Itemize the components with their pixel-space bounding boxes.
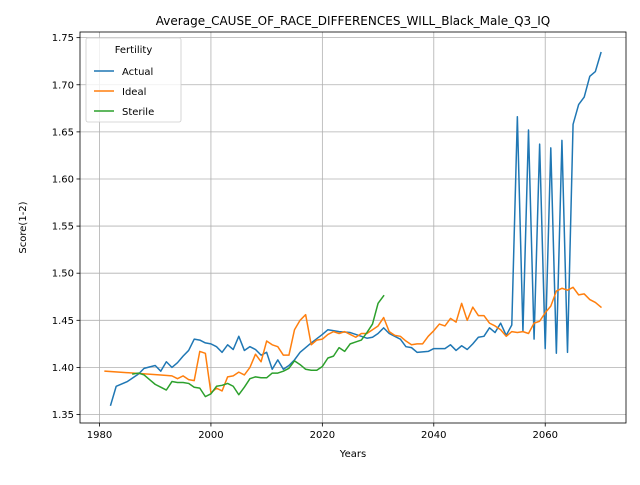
series-line-actual <box>109 51 602 407</box>
legend-label-ideal: Ideal <box>122 87 146 98</box>
y-tick-label: 1.40 <box>52 363 74 374</box>
series-line-sterile <box>132 294 385 398</box>
legend-items: Actual Ideal Sterile <box>94 67 154 118</box>
legend: Fertility Actual Ideal Sterile <box>85 37 182 123</box>
legend-label-actual: Actual <box>122 67 153 78</box>
x-tick-label: 2000 <box>198 430 223 441</box>
x-tick-label: 1980 <box>87 430 112 441</box>
y-tick-label: 1.70 <box>52 80 74 91</box>
y-tick-label: 1.35 <box>52 410 74 421</box>
x-axis-label: Years <box>339 449 366 460</box>
y-tick-label: 1.50 <box>52 269 74 280</box>
legend-box <box>85 37 182 123</box>
x-tick-label: 2060 <box>532 430 557 441</box>
x-tick-label: 2020 <box>310 430 335 441</box>
legend-title: Fertility <box>115 45 153 56</box>
legend-label-sterile: Sterile <box>122 107 154 118</box>
x-tick-label: 2040 <box>421 430 446 441</box>
y-tick-label: 1.65 <box>52 127 74 138</box>
grid <box>80 32 626 423</box>
plot-frame <box>79 31 627 424</box>
axis-ticks: 1980 2000 2020 2040 2060 1.35 1.40 1.45 1.50 1.55… <box>52 33 558 441</box>
y-tick-label: 1.60 <box>52 174 74 185</box>
y-tick-label: 1.75 <box>52 33 74 44</box>
chart-title: Average_CAUSE_OF_RACE_DIFFERENCES_WILL_B… <box>156 14 550 28</box>
series-line-ideal <box>104 286 602 394</box>
y-tick-label: 1.55 <box>52 222 74 233</box>
y-tick-label: 1.45 <box>52 316 74 327</box>
y-axis-label: Score(1-2) <box>18 201 29 253</box>
series-lines <box>104 51 602 407</box>
